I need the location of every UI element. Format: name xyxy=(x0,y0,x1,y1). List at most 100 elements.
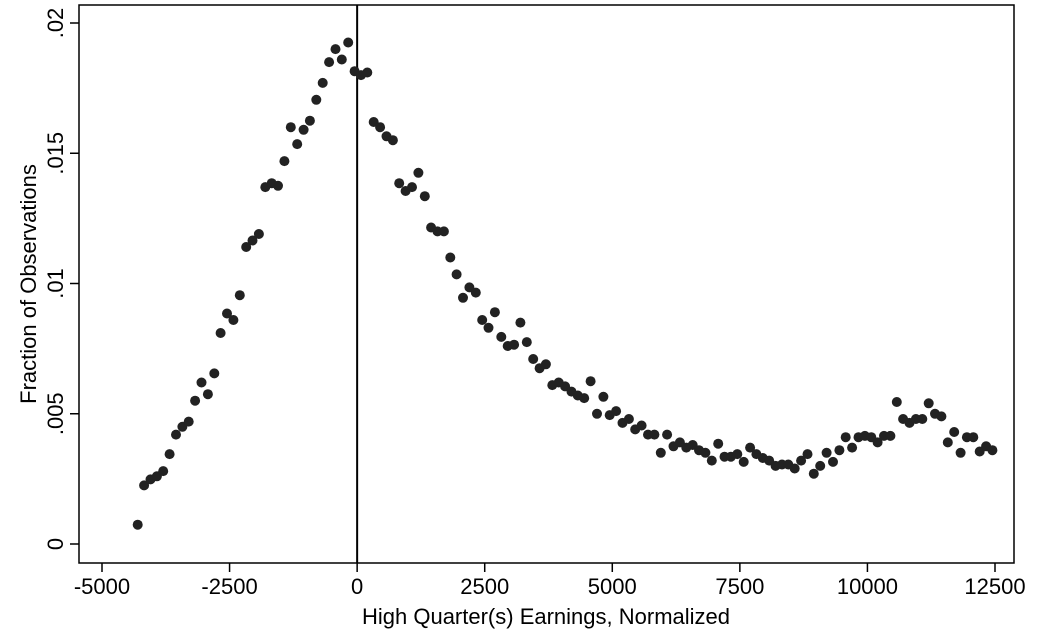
data-point xyxy=(598,391,609,402)
data-point xyxy=(872,437,883,448)
data-point xyxy=(292,139,303,150)
data-point xyxy=(273,180,283,191)
data-point xyxy=(745,442,756,453)
data-point xyxy=(540,359,551,370)
data-point xyxy=(343,37,354,48)
data-point xyxy=(802,449,813,460)
x-tick-label: 5000 xyxy=(588,574,637,599)
data-point xyxy=(700,447,711,458)
data-point xyxy=(330,44,341,55)
data-point xyxy=(815,460,826,471)
x-axis: -5000 -2500 0 2500 5000 7500 10000 12500 xyxy=(74,563,1026,599)
x-tick-label: -5000 xyxy=(74,574,130,599)
data-point xyxy=(662,429,673,440)
data-point xyxy=(304,115,315,126)
data-point xyxy=(611,406,622,417)
data-point xyxy=(458,292,468,303)
data-point xyxy=(987,445,998,456)
data-point xyxy=(387,135,398,146)
data-point xyxy=(241,242,252,252)
data-point xyxy=(183,416,194,427)
data-point xyxy=(394,178,405,189)
data-point xyxy=(438,226,449,237)
data-point xyxy=(636,420,647,431)
data-point xyxy=(489,307,500,318)
y-tick-label: .015 xyxy=(43,132,68,175)
data-point xyxy=(592,408,602,419)
data-point xyxy=(942,437,953,448)
data-point xyxy=(917,414,928,424)
y-tick-label: .02 xyxy=(43,8,68,39)
data-point xyxy=(253,229,264,239)
data-point xyxy=(407,182,417,193)
data-point xyxy=(228,315,239,325)
data-point xyxy=(713,438,724,449)
data-point xyxy=(732,449,743,460)
data-point xyxy=(171,429,181,440)
data-point xyxy=(821,447,832,458)
data-point xyxy=(706,455,717,466)
data-point xyxy=(451,269,462,280)
data-point xyxy=(509,339,520,350)
plot-frame xyxy=(78,4,1015,564)
data-point xyxy=(828,456,838,467)
data-point xyxy=(623,414,634,424)
data-point xyxy=(949,427,960,437)
data-point xyxy=(796,455,807,466)
data-point xyxy=(311,94,322,105)
y-tick-label: .005 xyxy=(43,392,68,435)
data-point xyxy=(164,449,175,460)
data-point xyxy=(808,468,819,479)
data-point xyxy=(132,519,143,530)
data-point xyxy=(496,331,507,342)
data-point xyxy=(317,77,328,88)
data-point xyxy=(477,315,488,325)
data-point xyxy=(445,252,456,263)
x-tick-label: 2500 xyxy=(460,574,509,599)
x-tick-label: 0 xyxy=(351,574,363,599)
data-point xyxy=(158,466,169,477)
data-point xyxy=(234,290,245,301)
data-point xyxy=(968,432,979,443)
data-point xyxy=(419,191,430,202)
data-point xyxy=(336,54,347,65)
data-point xyxy=(362,67,373,78)
data-point xyxy=(202,389,213,400)
data-point xyxy=(247,235,258,246)
data-point xyxy=(139,480,150,491)
data-point xyxy=(521,337,532,348)
data-point xyxy=(649,429,660,440)
data-point xyxy=(285,122,296,133)
data-point xyxy=(515,317,526,328)
data-point xyxy=(885,430,896,441)
data-point xyxy=(470,287,481,298)
data-point xyxy=(840,432,851,443)
data-point xyxy=(738,456,749,467)
x-tick-label: 7500 xyxy=(715,574,764,599)
data-point xyxy=(298,124,309,135)
y-tick-label: .01 xyxy=(43,268,68,299)
data-point xyxy=(936,411,947,422)
x-tick-label: -2500 xyxy=(201,574,257,599)
data-point xyxy=(215,328,226,338)
x-tick-label: 12500 xyxy=(964,574,1025,599)
data-point xyxy=(190,395,201,406)
data-point xyxy=(847,442,858,453)
y-axis-title: Fraction of Observations xyxy=(16,164,41,404)
data-point xyxy=(579,393,590,404)
data-point xyxy=(222,308,232,319)
y-tick-label: 0 xyxy=(43,538,68,550)
data-point xyxy=(789,463,800,474)
data-point xyxy=(209,368,220,379)
data-point xyxy=(375,122,386,133)
data-point xyxy=(528,354,539,364)
data-point xyxy=(196,377,207,388)
y-axis: 0 .005 .01 .015 .02 xyxy=(43,8,79,550)
x-tick-label: 10000 xyxy=(837,574,898,599)
data-point xyxy=(483,322,494,333)
data-point xyxy=(279,156,290,167)
data-point xyxy=(413,167,424,178)
data-point xyxy=(585,376,596,387)
data-point xyxy=(923,398,934,409)
